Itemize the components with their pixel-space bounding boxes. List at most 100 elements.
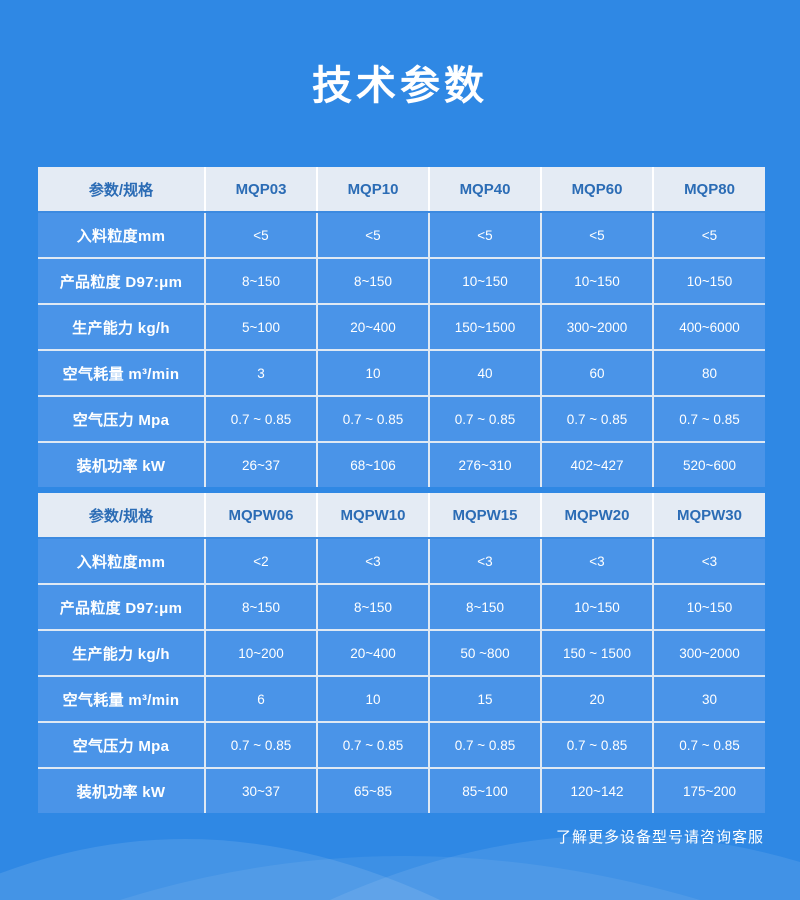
row-label: 产品粒度 D97:μm	[38, 584, 206, 631]
cell: 20~400	[317, 304, 430, 351]
table-row: 空气耗量 m³/min 6 10 15 20 30	[38, 676, 765, 723]
table-2-body: 入料粒度mm <2 <3 <3 <3 <3 产品粒度 D97:μm 8~150 …	[38, 538, 765, 813]
row-label: 入料粒度mm	[38, 538, 206, 585]
cell: 175~200	[653, 768, 765, 813]
cell: 300~2000	[541, 304, 654, 351]
row-label: 生产能力 kg/h	[38, 304, 206, 351]
table-row: 空气压力 Mpa 0.7 ~ 0.85 0.7 ~ 0.85 0.7 ~ 0.8…	[38, 722, 765, 769]
row-label: 产品粒度 D97:μm	[38, 258, 206, 305]
cell: 400~6000	[653, 304, 765, 351]
cell: 300~2000	[653, 630, 765, 677]
cell: 0.7 ~ 0.85	[205, 396, 318, 443]
cell: 120~142	[541, 768, 654, 813]
cell: 0.7 ~ 0.85	[541, 722, 654, 769]
cell: 65~85	[317, 768, 430, 813]
table-row: 空气压力 Mpa 0.7 ~ 0.85 0.7 ~ 0.85 0.7 ~ 0.8…	[38, 396, 765, 443]
cell: 80	[653, 350, 765, 397]
footer-note: 了解更多设备型号请咨询客服	[555, 829, 764, 846]
table-1-header-cell-2: MQP10	[317, 167, 430, 213]
cell: <5	[653, 212, 765, 259]
cell: 10~150	[541, 258, 654, 305]
cell: <5	[541, 212, 654, 259]
table-row: 入料粒度mm <2 <3 <3 <3 <3	[38, 538, 765, 585]
table-row: 产品粒度 D97:μm 8~150 8~150 10~150 10~150 10…	[38, 258, 765, 305]
table-1-header-cell-1: MQP03	[205, 167, 318, 213]
spec-table-1: 参数/规格 MQP03 MQP10 MQP40 MQP60 MQP80 入料粒度…	[38, 167, 765, 487]
table-1-header: 参数/规格 MQP03 MQP10 MQP40 MQP60 MQP80	[38, 167, 765, 213]
cell: 402~427	[541, 442, 654, 487]
cell: <3	[429, 538, 542, 585]
cell: 6	[205, 676, 318, 723]
cell: 68~106	[317, 442, 430, 487]
cell: 8~150	[429, 584, 542, 631]
row-label: 入料粒度mm	[38, 212, 206, 259]
cell: <5	[317, 212, 430, 259]
cell: 10~150	[653, 584, 765, 631]
cell: 30~37	[205, 768, 318, 813]
cell: 10~200	[205, 630, 318, 677]
table-2-header: 参数/规格 MQPW06 MQPW10 MQPW15 MQPW20 MQPW30	[38, 493, 765, 539]
page-title: 技术参数	[312, 64, 488, 108]
cell: 0.7 ~ 0.85	[541, 396, 654, 443]
row-label: 空气压力 Mpa	[38, 722, 206, 769]
table-row: 生产能力 kg/h 5~100 20~400 150~1500 300~2000…	[38, 304, 765, 351]
cell: 26~37	[205, 442, 318, 487]
cell: 150 ~ 1500	[541, 630, 654, 677]
table-header-row: 参数/规格 MQPW06 MQPW10 MQPW15 MQPW20 MQPW30	[38, 493, 765, 539]
row-label: 生产能力 kg/h	[38, 630, 206, 677]
cell: 50 ~800	[429, 630, 542, 677]
cell: 0.7 ~ 0.85	[205, 722, 318, 769]
cell: 15	[429, 676, 542, 723]
cell: 60	[541, 350, 654, 397]
table-2-header-cell-0: 参数/规格	[38, 493, 206, 539]
cell: 0.7 ~ 0.85	[653, 396, 765, 443]
row-label: 空气耗量 m³/min	[38, 350, 206, 397]
cell: <2	[205, 538, 318, 585]
spec-table-1-wrapper: 参数/规格 MQP03 MQP10 MQP40 MQP60 MQP80 入料粒度…	[38, 167, 765, 487]
table-2-header-cell-4: MQPW20	[541, 493, 654, 539]
table-1-header-cell-5: MQP80	[653, 167, 765, 213]
table-2-header-cell-5: MQPW30	[653, 493, 765, 539]
table-2-header-cell-1: MQPW06	[205, 493, 318, 539]
cell: 10~150	[541, 584, 654, 631]
row-label: 装机功率 kW	[38, 768, 206, 813]
cell: <5	[429, 212, 542, 259]
cell: <3	[317, 538, 430, 585]
cell: 8~150	[317, 258, 430, 305]
table-2-header-cell-2: MQPW10	[317, 493, 430, 539]
cell: 10	[317, 676, 430, 723]
cell: 520~600	[653, 442, 765, 487]
cell: 8~150	[205, 258, 318, 305]
cell: 276~310	[429, 442, 542, 487]
table-row: 装机功率 kW 30~37 65~85 85~100 120~142 175~2…	[38, 768, 765, 813]
cell: 5~100	[205, 304, 318, 351]
cell: 40	[429, 350, 542, 397]
table-header-row: 参数/规格 MQP03 MQP10 MQP40 MQP60 MQP80	[38, 167, 765, 213]
table-2-header-cell-3: MQPW15	[429, 493, 542, 539]
table-row: 装机功率 kW 26~37 68~106 276~310 402~427 520…	[38, 442, 765, 487]
spec-table-2: 参数/规格 MQPW06 MQPW10 MQPW15 MQPW20 MQPW30…	[38, 493, 765, 813]
table-row: 空气耗量 m³/min 3 10 40 60 80	[38, 350, 765, 397]
cell: 8~150	[317, 584, 430, 631]
cell: 85~100	[429, 768, 542, 813]
cell: 10~150	[429, 258, 542, 305]
table-1-header-cell-0: 参数/规格	[38, 167, 206, 213]
cell: <3	[653, 538, 765, 585]
row-label: 空气压力 Mpa	[38, 396, 206, 443]
cell: 10	[317, 350, 430, 397]
cell: 20	[541, 676, 654, 723]
table-1-body: 入料粒度mm <5 <5 <5 <5 <5 产品粒度 D97:μm 8~150 …	[38, 212, 765, 487]
cell: <3	[541, 538, 654, 585]
cell: 3	[205, 350, 318, 397]
table-row: 入料粒度mm <5 <5 <5 <5 <5	[38, 212, 765, 259]
table-row: 生产能力 kg/h 10~200 20~400 50 ~800 150 ~ 15…	[38, 630, 765, 677]
cell: 0.7 ~ 0.85	[653, 722, 765, 769]
cell: 30	[653, 676, 765, 723]
row-label: 空气耗量 m³/min	[38, 676, 206, 723]
row-label: 装机功率 kW	[38, 442, 206, 487]
table-row: 产品粒度 D97:μm 8~150 8~150 8~150 10~150 10~…	[38, 584, 765, 631]
cell: 20~400	[317, 630, 430, 677]
cell: 8~150	[205, 584, 318, 631]
cell: 150~1500	[429, 304, 542, 351]
